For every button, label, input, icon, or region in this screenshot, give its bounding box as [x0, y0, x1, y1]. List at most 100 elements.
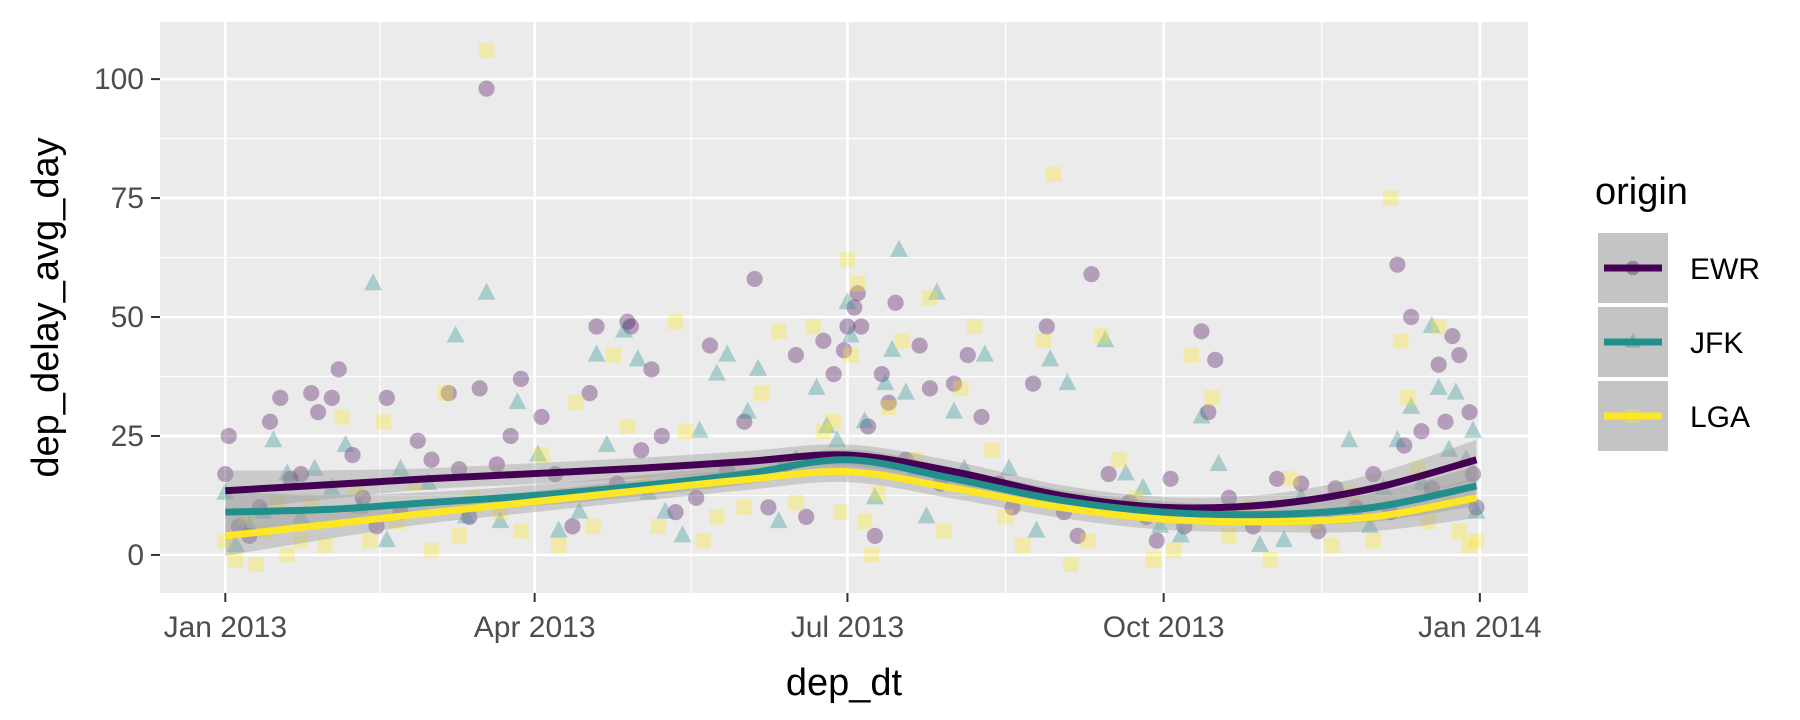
data-point-lga	[856, 513, 873, 530]
data-point-ewr	[512, 370, 530, 387]
data-point-ewr	[1207, 351, 1224, 368]
data-point-jfk	[1274, 530, 1293, 548]
data-point-ewr	[787, 346, 804, 364]
data-point-ewr	[1461, 404, 1478, 421]
data-point-ewr	[533, 408, 550, 426]
data-point-jfk	[615, 320, 634, 338]
y-tick-label: 25	[111, 420, 144, 453]
data-point-ewr	[461, 508, 478, 525]
data-point-lga	[922, 290, 938, 306]
data-point-lga	[771, 323, 787, 339]
data-point-jfk	[1446, 382, 1465, 400]
data-point-jfk	[1027, 520, 1046, 538]
data-point-jfk	[883, 339, 902, 357]
data-point-lga	[1283, 471, 1299, 487]
data-point-lga	[1365, 533, 1381, 549]
data-point-jfk	[628, 349, 647, 367]
data-point-lga	[843, 347, 859, 363]
data-point-ewr	[409, 432, 426, 449]
data-point-jfk	[917, 506, 936, 524]
data-point-ewr	[1038, 318, 1055, 335]
data-point-ewr	[973, 408, 990, 426]
data-point-lga	[1063, 556, 1079, 573]
data-point-ewr	[887, 294, 904, 311]
data-point-lga	[375, 414, 392, 430]
smooth-lines	[224, 439, 1478, 556]
data-point-ewr	[423, 451, 440, 468]
data-point-lga	[788, 494, 804, 511]
data-point-ewr	[1437, 413, 1454, 430]
data-point-ewr	[911, 337, 928, 354]
data-point-lga	[334, 409, 350, 425]
data-point-lga	[894, 333, 911, 349]
data-point-ewr	[622, 318, 639, 335]
data-point-ewr	[839, 318, 856, 335]
y-tick-label: 100	[94, 63, 144, 96]
data-point-jfk	[1209, 453, 1228, 472]
data-point-ewr	[667, 504, 684, 521]
data-point-ewr	[261, 413, 279, 430]
data-point-lga	[227, 552, 244, 568]
data-point-ewr	[1162, 470, 1179, 487]
data-point-ewr	[835, 342, 853, 359]
data-point-lga	[678, 423, 694, 439]
data-point-jfk	[549, 520, 568, 538]
data-point-lga	[936, 523, 952, 539]
data-point-lga	[966, 318, 983, 335]
data-point-jfk	[690, 420, 709, 438]
data-point-jfk	[240, 515, 259, 533]
data-point-ewr	[1024, 375, 1042, 392]
data-point-jfk	[673, 525, 692, 543]
data-point-jfk	[1464, 420, 1483, 438]
data-point-jfk	[264, 430, 283, 448]
data-point-lga	[1111, 452, 1127, 468]
data-point-lga	[585, 518, 601, 535]
data-point-jfk	[838, 292, 857, 310]
data-point-ewr	[866, 527, 884, 545]
legend-key-ewr	[1596, 231, 1670, 305]
data-point-ewr	[880, 394, 897, 411]
data-point-jfk	[656, 501, 675, 519]
smooth-line-ewr	[225, 451, 1478, 512]
smooth-line-lga	[224, 467, 1478, 540]
x-tick-label: Jan 2014	[1418, 611, 1541, 644]
data-point-lga	[953, 380, 969, 397]
data-point-jfk	[927, 282, 946, 300]
data-point-jfk	[446, 325, 465, 343]
data-point-ewr	[1220, 489, 1238, 506]
data-point-ewr	[1464, 465, 1482, 483]
data-point-lga	[1080, 533, 1096, 549]
data-point-lga	[1451, 523, 1467, 539]
data-point-ewr	[945, 375, 963, 392]
data-point-ewr	[633, 442, 650, 459]
data-point-lga	[362, 533, 378, 549]
data-point-ewr	[1365, 465, 1382, 483]
data-point-jfk	[707, 363, 726, 381]
data-point-ewr	[653, 427, 670, 445]
data-point-lga	[568, 395, 584, 411]
data-point-ewr	[853, 318, 870, 335]
data-point-ewr	[344, 446, 361, 464]
data-point-jfk	[828, 430, 847, 448]
data-point-lga	[1145, 552, 1161, 568]
data-point-jfk	[1439, 439, 1458, 457]
data-point-jfk	[491, 511, 510, 529]
data-point-jfk	[1151, 515, 1170, 533]
data-point-jfk	[1429, 377, 1448, 395]
data-point-lga	[805, 318, 821, 335]
data-point-ewr	[825, 366, 842, 383]
data-point-jfk	[1192, 406, 1211, 424]
x-tick-label: Jul 2013	[791, 611, 904, 644]
data-point-jfk	[738, 401, 757, 419]
y-axis-title: dep_delay_avg_day	[25, 137, 67, 477]
data-point-lga	[826, 414, 842, 430]
data-point-lga	[269, 494, 285, 511]
data-point-ewr	[323, 389, 340, 407]
data-point-ewr	[488, 456, 505, 473]
data-point-lga	[667, 314, 684, 330]
data-point-jfk	[1467, 501, 1486, 519]
data-point-lga	[1461, 537, 1478, 554]
data-point-ewr	[1268, 470, 1286, 487]
